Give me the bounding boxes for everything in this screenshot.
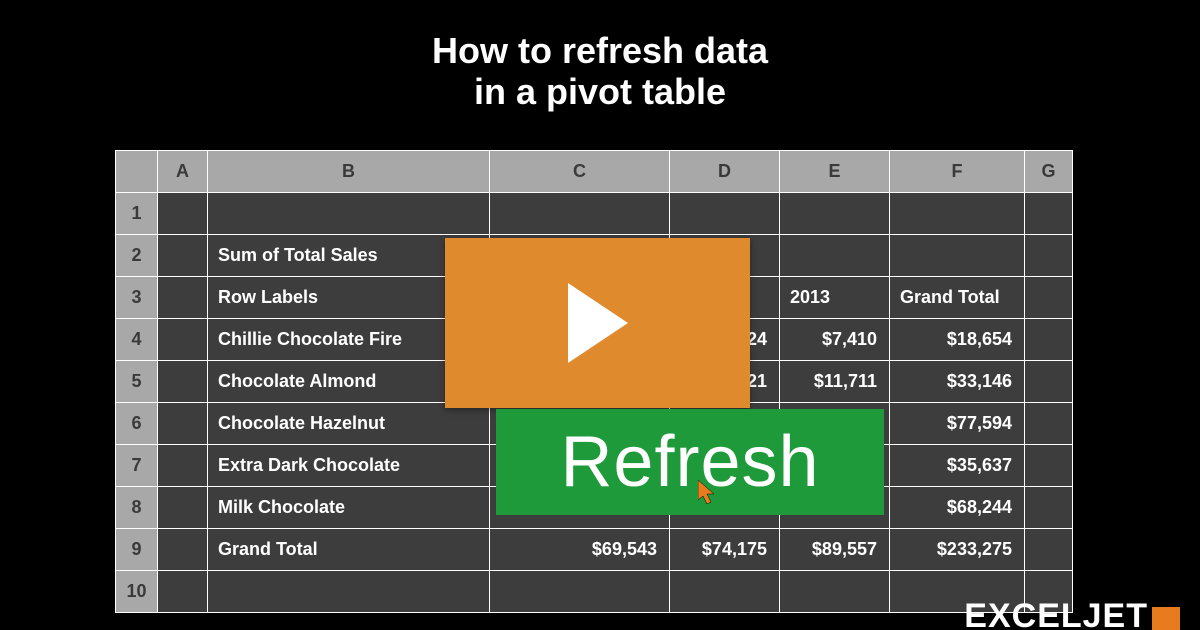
cell-f6[interactable]: $77,594 (890, 403, 1025, 445)
cell-b9[interactable]: Grand Total (208, 529, 490, 571)
cell-a8[interactable] (158, 487, 208, 529)
row-header-1[interactable]: 1 (116, 193, 158, 235)
cell-d10[interactable] (670, 571, 780, 613)
cell-b1[interactable] (208, 193, 490, 235)
page-title: How to refresh data in a pivot table (0, 0, 1200, 113)
col-header-f[interactable]: F (890, 151, 1025, 193)
cell-g2[interactable] (1025, 235, 1073, 277)
cell-a5[interactable] (158, 361, 208, 403)
cell-f2[interactable] (890, 235, 1025, 277)
table-row: 1 (116, 193, 1073, 235)
cell-e9[interactable]: $89,557 (780, 529, 890, 571)
cell-g9[interactable] (1025, 529, 1073, 571)
cell-f4[interactable]: $18,654 (890, 319, 1025, 361)
row-header-8[interactable]: 8 (116, 487, 158, 529)
play-button[interactable] (445, 238, 750, 408)
play-icon (563, 283, 633, 363)
cell-a10[interactable] (158, 571, 208, 613)
cell-a6[interactable] (158, 403, 208, 445)
cell-g6[interactable] (1025, 403, 1073, 445)
cell-f1[interactable] (890, 193, 1025, 235)
cell-f3[interactable]: Grand Total (890, 277, 1025, 319)
cell-g1[interactable] (1025, 193, 1073, 235)
cell-e4[interactable]: $7,410 (780, 319, 890, 361)
table-row: 9 Grand Total $69,543 $74,175 $89,557 $2… (116, 529, 1073, 571)
brand-logo: EXCELJET (964, 597, 1180, 630)
cell-a7[interactable] (158, 445, 208, 487)
logo-text: EXCELJET (964, 597, 1148, 630)
cursor-icon (698, 480, 718, 511)
logo-mark-icon (1152, 607, 1180, 630)
cell-d1[interactable] (670, 193, 780, 235)
cell-b8[interactable]: Milk Chocolate (208, 487, 490, 529)
refresh-label: Refresh (560, 421, 819, 503)
cell-c10[interactable] (490, 571, 670, 613)
refresh-callout: Refresh (496, 409, 884, 515)
select-all-corner[interactable] (116, 151, 158, 193)
cell-f8[interactable]: $68,244 (890, 487, 1025, 529)
cell-g8[interactable] (1025, 487, 1073, 529)
cell-g7[interactable] (1025, 445, 1073, 487)
row-header-3[interactable]: 3 (116, 277, 158, 319)
cell-a4[interactable] (158, 319, 208, 361)
cell-f5[interactable]: $33,146 (890, 361, 1025, 403)
cell-c1[interactable] (490, 193, 670, 235)
cell-a9[interactable] (158, 529, 208, 571)
col-header-e[interactable]: E (780, 151, 890, 193)
cell-b10[interactable] (208, 571, 490, 613)
cell-b7[interactable]: Extra Dark Chocolate (208, 445, 490, 487)
title-line-2: in a pivot table (474, 71, 726, 112)
cell-g4[interactable] (1025, 319, 1073, 361)
cell-e3[interactable]: 2013 (780, 277, 890, 319)
col-header-d[interactable]: D (670, 151, 780, 193)
table-row: 10 (116, 571, 1073, 613)
col-header-b[interactable]: B (208, 151, 490, 193)
row-header-10[interactable]: 10 (116, 571, 158, 613)
col-header-c[interactable]: C (490, 151, 670, 193)
row-header-5[interactable]: 5 (116, 361, 158, 403)
col-header-g[interactable]: G (1025, 151, 1073, 193)
row-labels-text: Row Labels (218, 287, 318, 307)
cell-f9[interactable]: $233,275 (890, 529, 1025, 571)
row-header-2[interactable]: 2 (116, 235, 158, 277)
cell-b6[interactable]: Chocolate Hazelnut (208, 403, 490, 445)
cell-c9[interactable]: $69,543 (490, 529, 670, 571)
cell-f7[interactable]: $35,637 (890, 445, 1025, 487)
title-line-1: How to refresh data (432, 30, 768, 71)
cell-g5[interactable] (1025, 361, 1073, 403)
column-header-row: A B C D E F G (116, 151, 1073, 193)
row-header-6[interactable]: 6 (116, 403, 158, 445)
col-header-a[interactable]: A (158, 151, 208, 193)
cell-a3[interactable] (158, 277, 208, 319)
cell-e2[interactable] (780, 235, 890, 277)
row-header-4[interactable]: 4 (116, 319, 158, 361)
cell-e10[interactable] (780, 571, 890, 613)
cell-a1[interactable] (158, 193, 208, 235)
cell-d9[interactable]: $74,175 (670, 529, 780, 571)
cell-a2[interactable] (158, 235, 208, 277)
cell-e5[interactable]: $11,711 (780, 361, 890, 403)
row-header-7[interactable]: 7 (116, 445, 158, 487)
cell-g3[interactable] (1025, 277, 1073, 319)
cell-e1[interactable] (780, 193, 890, 235)
row-header-9[interactable]: 9 (116, 529, 158, 571)
